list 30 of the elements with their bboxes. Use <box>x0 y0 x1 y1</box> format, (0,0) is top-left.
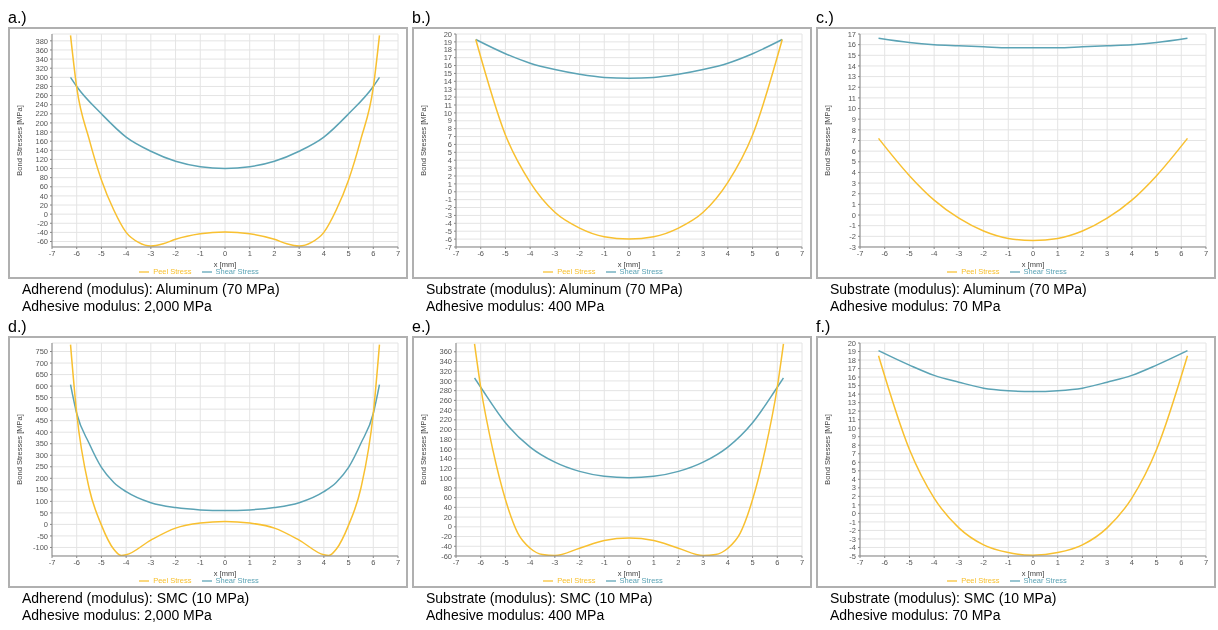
line-series <box>877 137 1189 242</box>
line-series <box>877 355 1189 556</box>
text: Adhesive modulus: 400 MPa <box>426 298 606 315</box>
line-series <box>473 377 785 479</box>
line-series <box>69 383 381 512</box>
line-series <box>473 343 785 556</box>
line-series <box>69 343 381 556</box>
text: Adhesive modulus: 2,000 MPa <box>22 298 213 315</box>
chart-title: d.) <box>8 317 28 336</box>
line-series <box>475 38 783 240</box>
chart-title: b.) <box>412 8 432 27</box>
line-series <box>475 38 783 79</box>
chart-title: a.) <box>8 8 28 27</box>
line-series <box>877 349 1189 393</box>
line-series <box>69 34 381 247</box>
text: Substrate (modulus): Aluminum (70 MPa) <box>830 281 1088 298</box>
text: Substrate (modulus): Aluminum (70 MPa) <box>426 281 684 298</box>
chart-title: f.) <box>816 317 832 336</box>
text: Adhesive modulus: 70 MPa <box>830 607 1002 624</box>
text: Adhesive modulus: 2,000 MPa <box>22 607 213 624</box>
text: Adherend (modulus): Aluminum (70 MPa) <box>22 281 281 298</box>
line-series <box>877 37 1189 49</box>
text: Substrate (modulus): SMC (10 MPa) <box>426 590 654 607</box>
chart-title: e.) <box>412 317 432 336</box>
text: Adherend (modulus): SMC (10 MPa) <box>22 590 251 607</box>
text: Adhesive modulus: 400 MPa <box>426 607 606 624</box>
text: Adhesive modulus: 70 MPa <box>830 298 1002 315</box>
text: Substrate (modulus): SMC (10 MPa) <box>830 590 1058 607</box>
line-series <box>69 76 381 170</box>
chart-title: c.) <box>816 8 835 27</box>
